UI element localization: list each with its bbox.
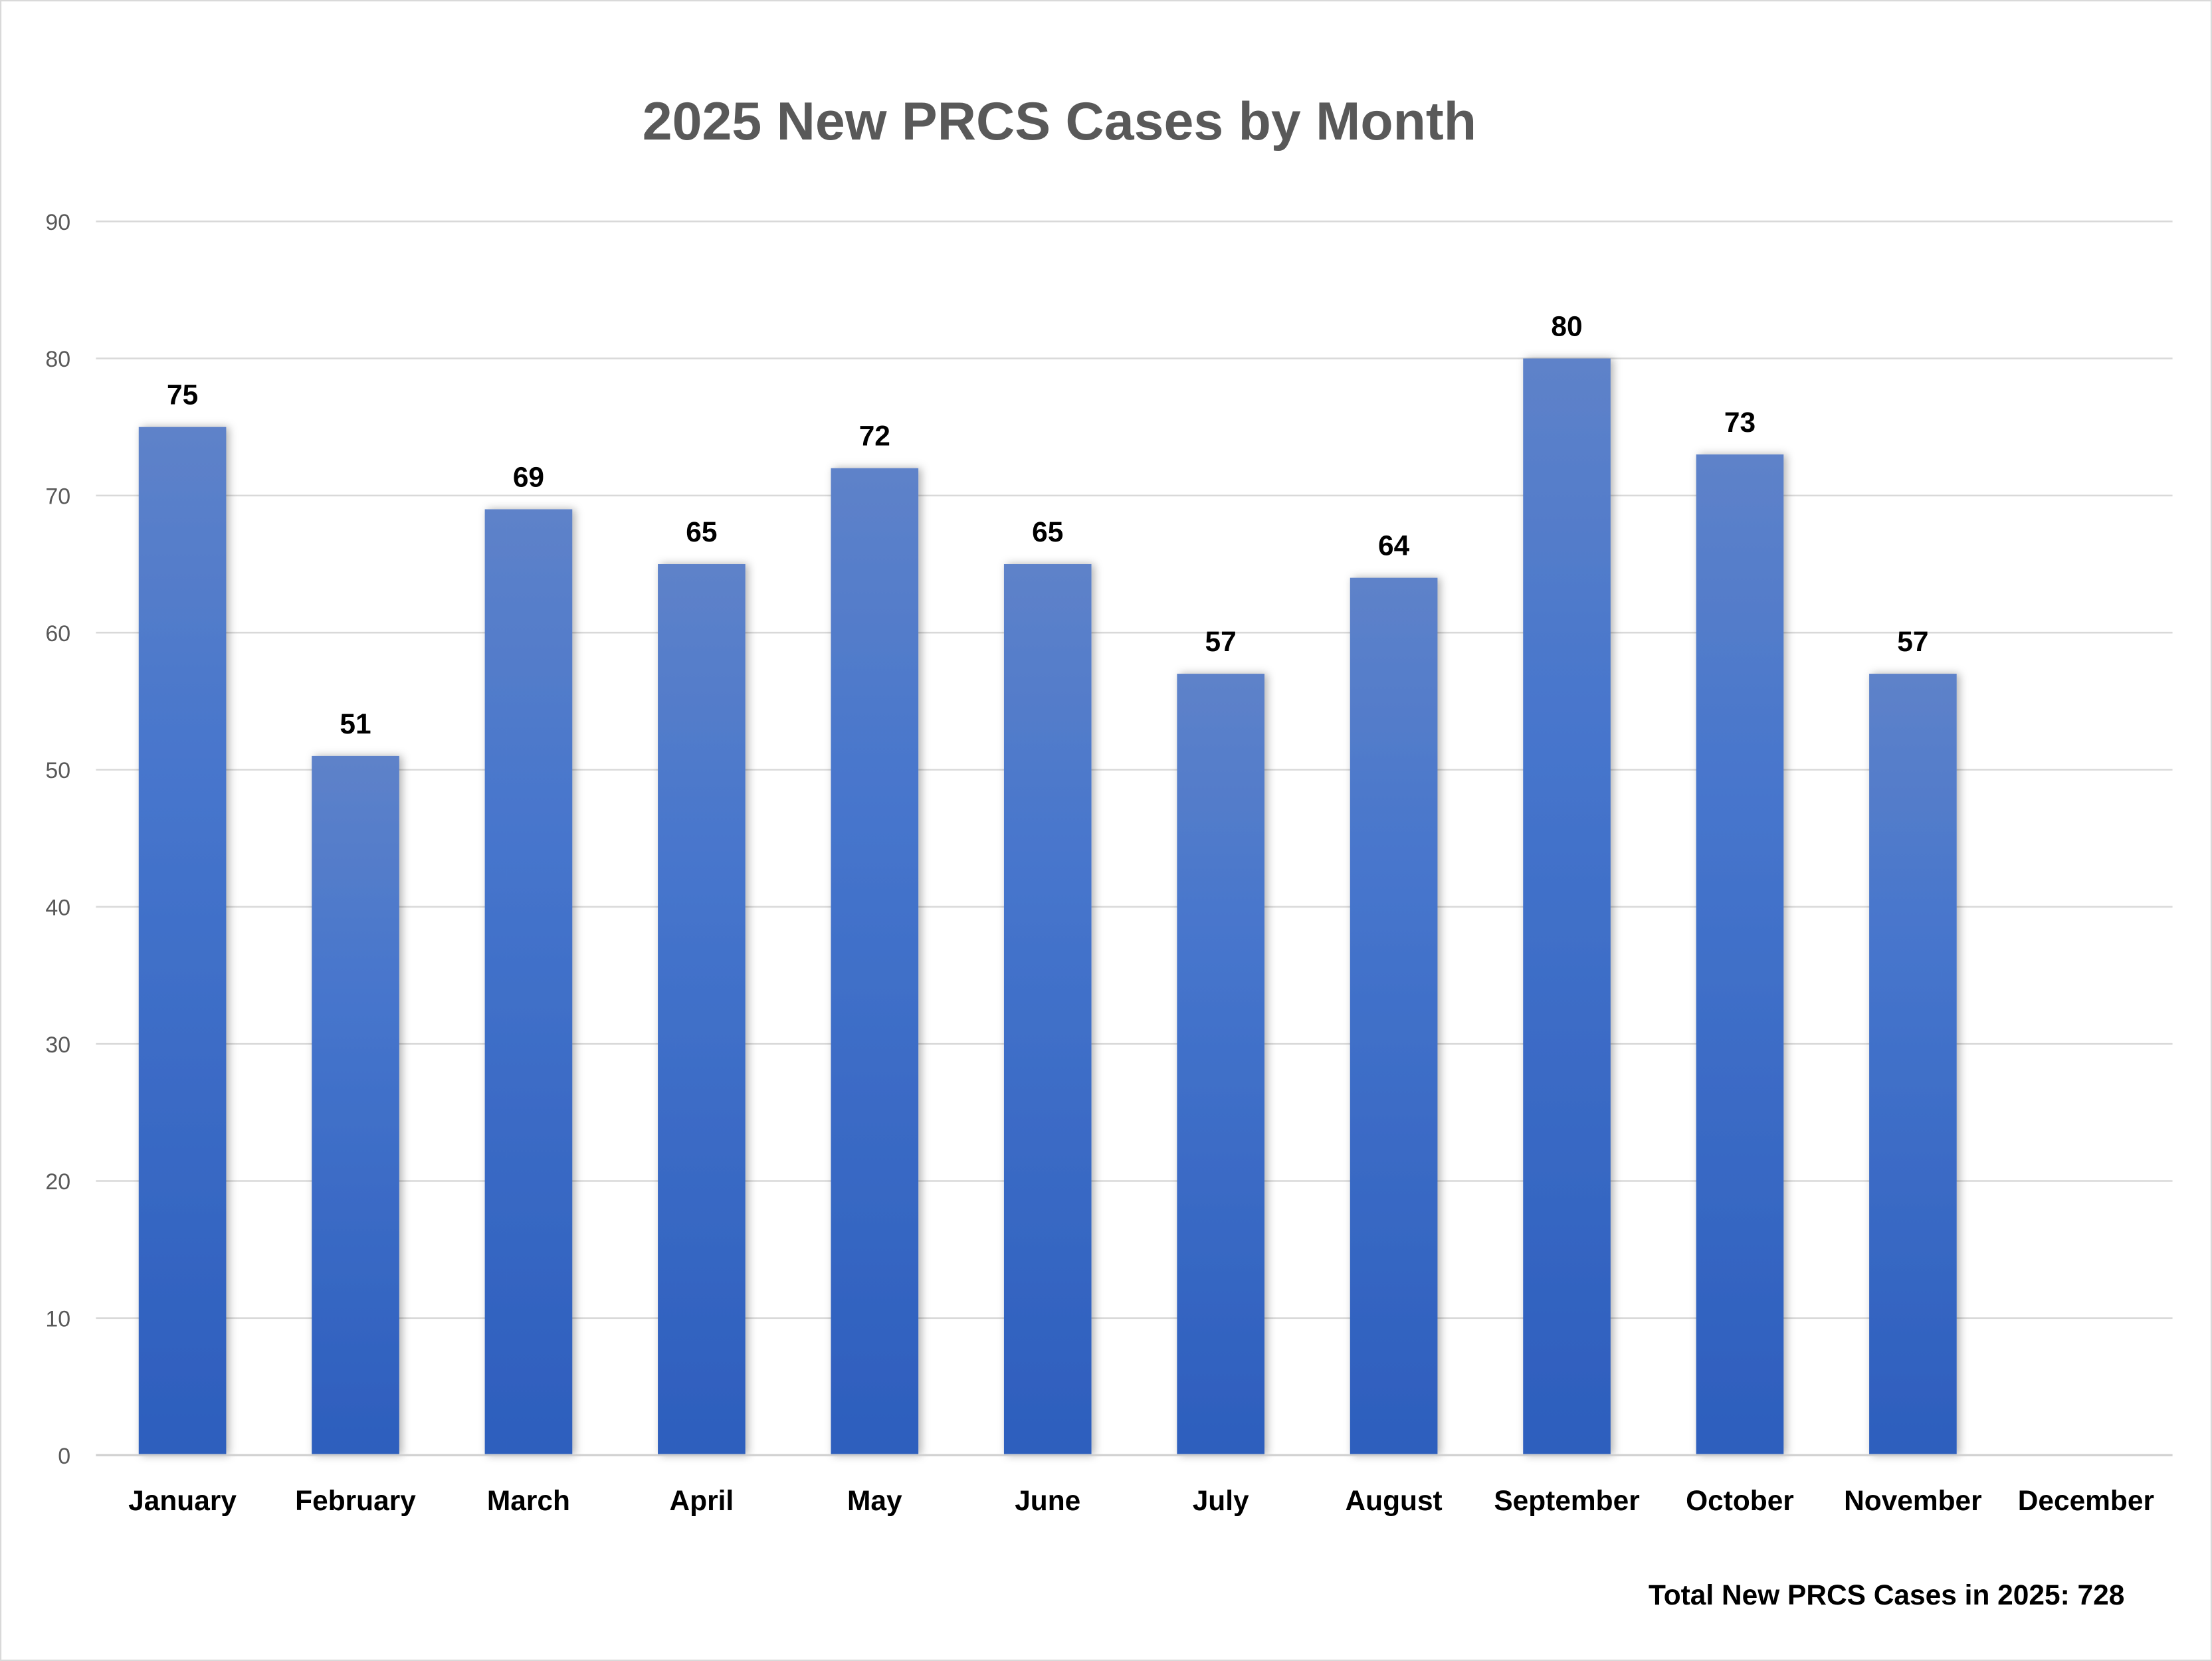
bar-august <box>1350 577 1438 1456</box>
x-tick-label: July <box>1193 1485 1249 1516</box>
y-tick-label: 20 <box>45 1169 70 1195</box>
y-tick-label: 80 <box>45 347 70 372</box>
x-tick-label: May <box>847 1485 902 1516</box>
data-label: 72 <box>859 421 890 452</box>
data-label: 64 <box>1378 530 1410 561</box>
bar-july <box>1177 674 1264 1456</box>
y-tick-label: 70 <box>45 484 70 510</box>
y-tick-label: 10 <box>45 1307 70 1332</box>
data-label: 57 <box>1205 626 1237 657</box>
x-tick-label: March <box>487 1485 570 1516</box>
bar-january <box>138 427 227 1456</box>
data-label: 69 <box>513 462 544 493</box>
y-tick-label: 0 <box>58 1444 70 1469</box>
total-annotation: Total New PRCS Cases in 2025: 728 <box>1649 1579 2124 1611</box>
data-label: 75 <box>167 379 198 411</box>
x-tick-label: November <box>1844 1485 1982 1516</box>
chart-title: 2025 New PRCS Cases by Month <box>643 92 1476 151</box>
bar-march <box>484 509 573 1456</box>
x-tick-label: January <box>128 1485 237 1516</box>
x-tick-label: June <box>1015 1485 1080 1516</box>
bar-february <box>312 755 399 1456</box>
x-tick-label: October <box>1686 1485 1794 1516</box>
bar-june <box>1003 564 1092 1456</box>
x-tick-label: August <box>1346 1485 1443 1516</box>
data-label: 57 <box>1897 626 1928 657</box>
bar-september <box>1523 358 1611 1456</box>
y-tick-label: 40 <box>45 896 70 921</box>
x-tick-label: April <box>670 1485 734 1516</box>
y-tick-label: 30 <box>45 1032 70 1058</box>
bar-october <box>1696 454 1784 1456</box>
bar-may <box>831 468 919 1456</box>
data-label: 73 <box>1724 407 1756 438</box>
y-tick-label: 60 <box>45 621 70 646</box>
y-tick-label: 90 <box>45 210 70 235</box>
data-label: 51 <box>340 708 371 739</box>
data-label: 80 <box>1551 311 1582 342</box>
y-tick-label: 50 <box>45 758 70 783</box>
x-tick-label: September <box>1494 1485 1639 1516</box>
x-tick-label: December <box>2018 1485 2154 1516</box>
data-label: 65 <box>1032 516 1063 547</box>
data-label: 65 <box>686 516 717 547</box>
x-tick-label: February <box>295 1485 416 1516</box>
bar-november <box>1869 674 1957 1456</box>
bar-april <box>658 564 746 1456</box>
